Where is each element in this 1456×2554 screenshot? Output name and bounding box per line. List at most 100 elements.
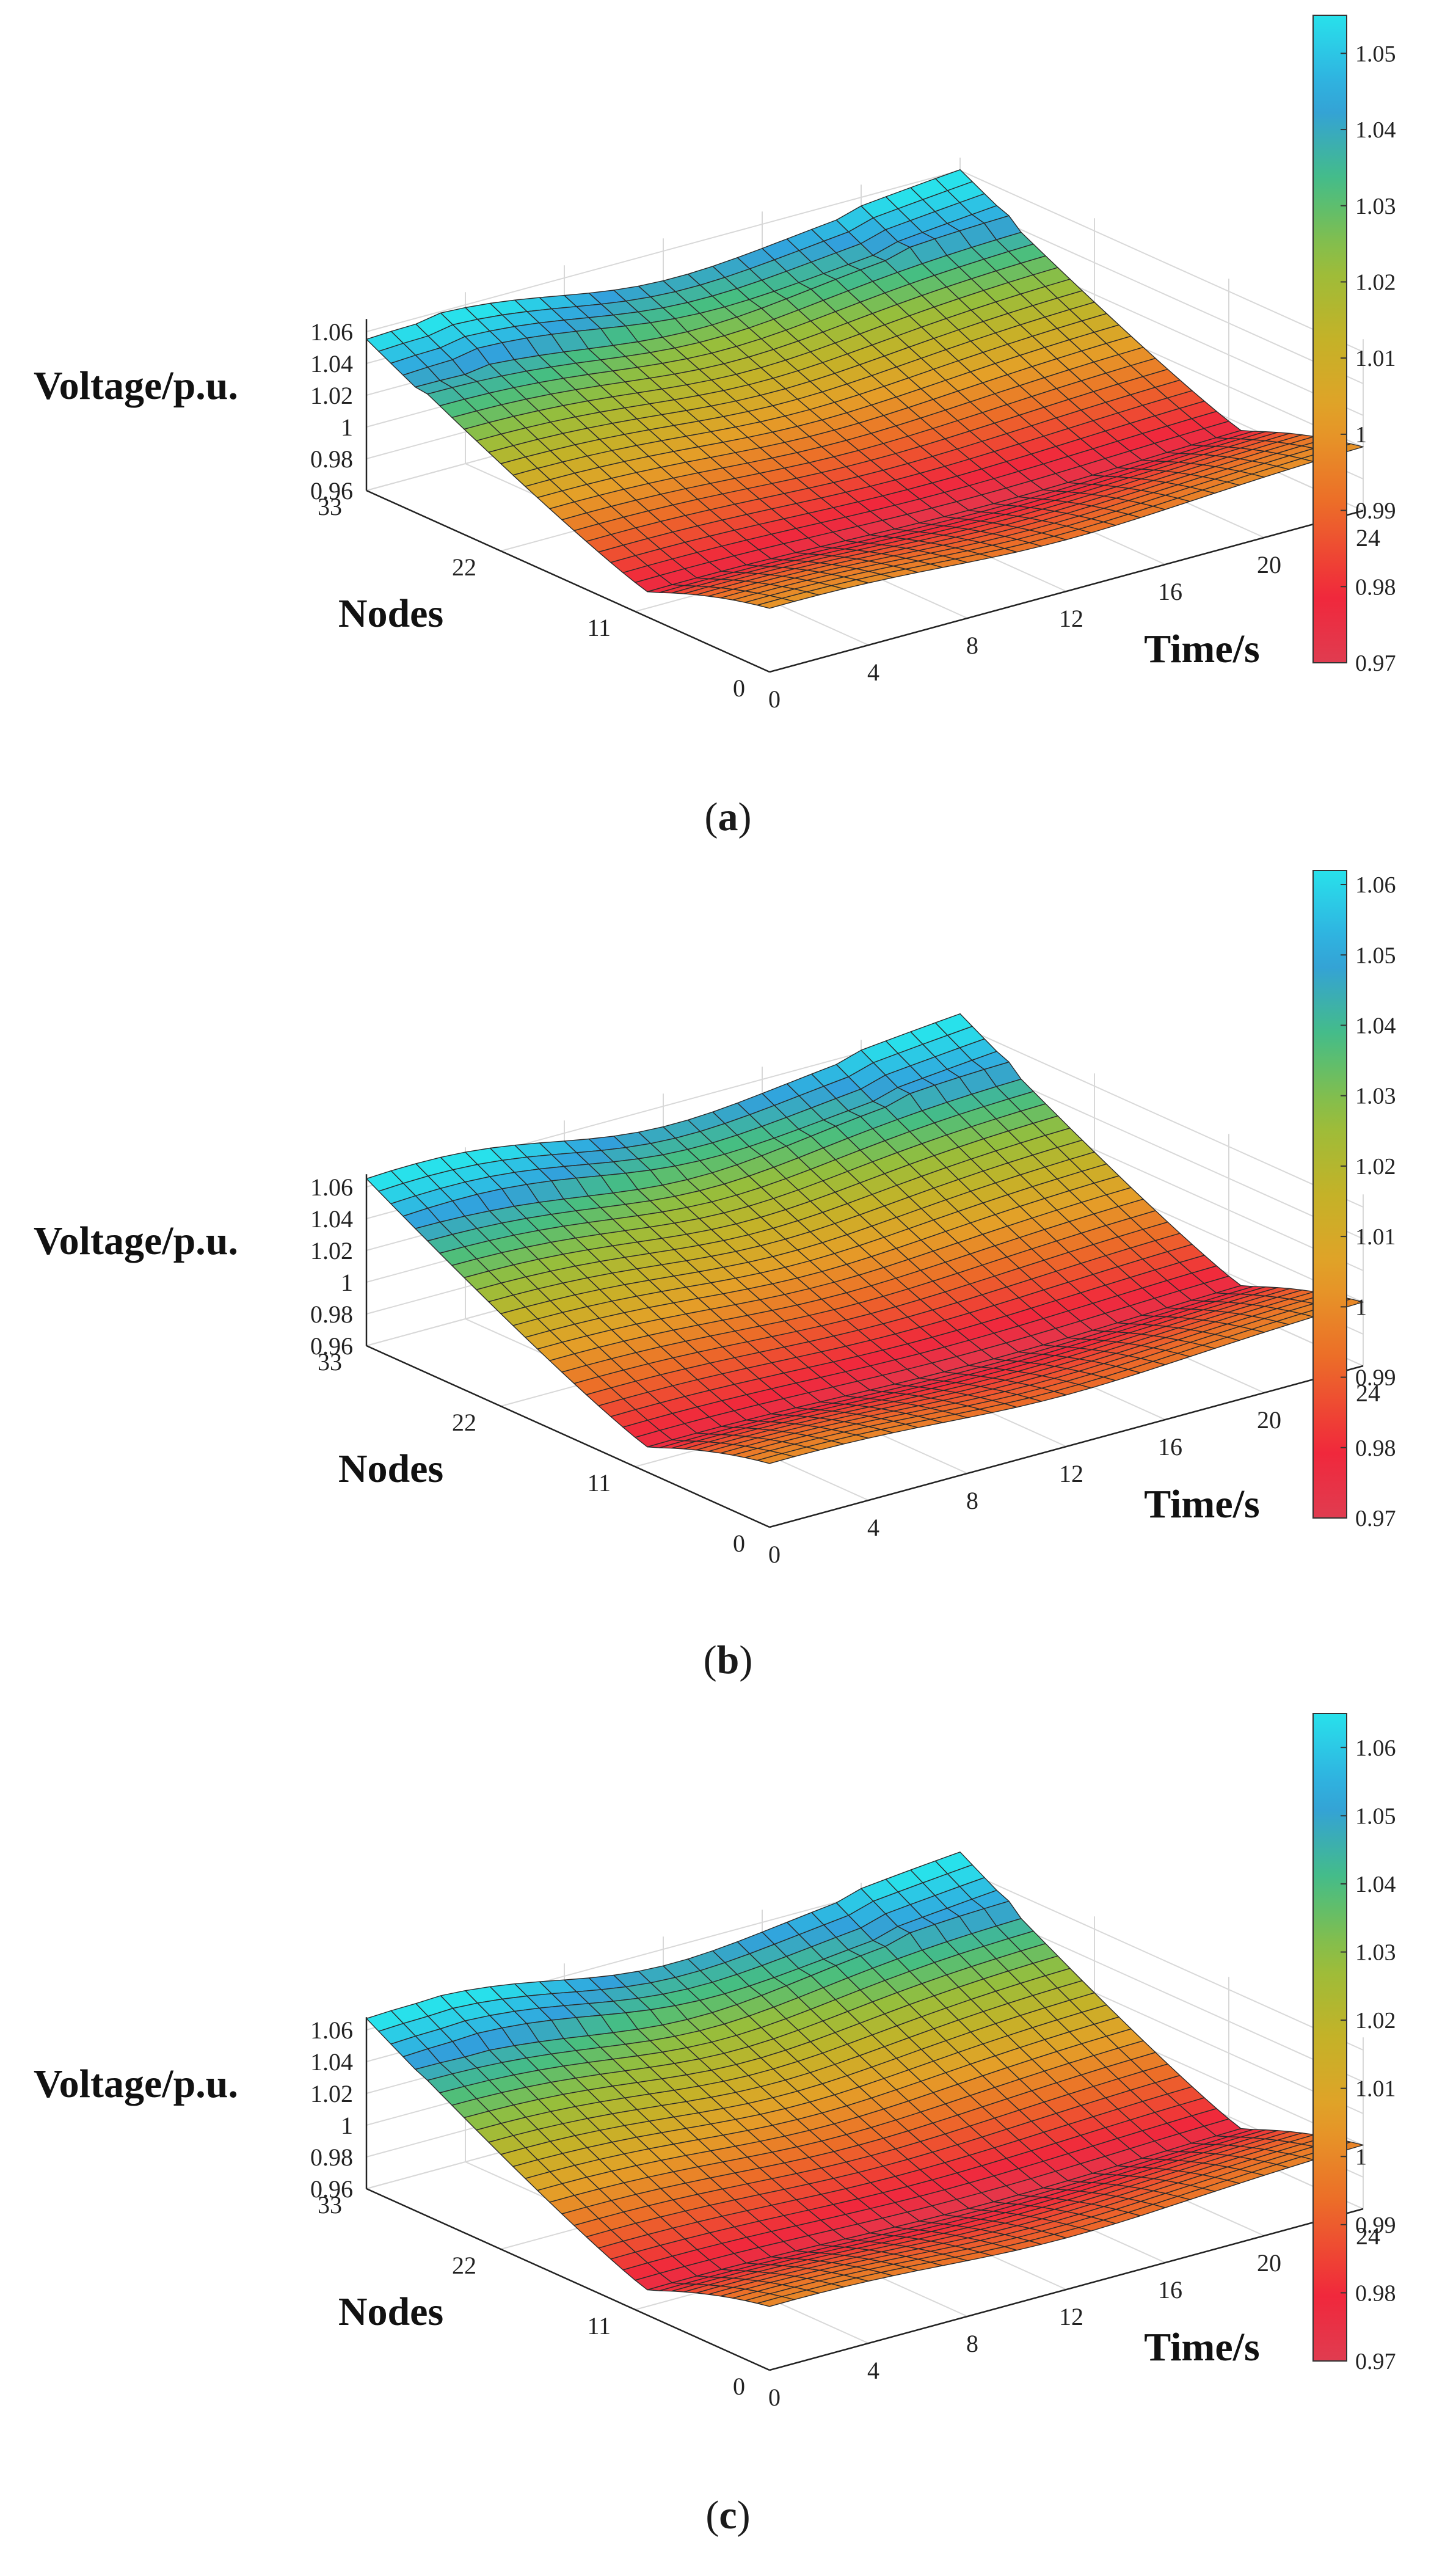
time-tick-label: 12 — [1059, 1460, 1083, 1487]
colorbar-tick-label: 1.02 — [1355, 1154, 1396, 1180]
axes — [365, 1174, 1364, 1528]
node-tick-label: 22 — [452, 553, 476, 581]
grid-line — [959, 170, 1364, 352]
time-tick-label: 12 — [1059, 2303, 1083, 2330]
node-tick-label: 11 — [587, 614, 611, 641]
colorbar-tick-label: 1 — [1355, 422, 1367, 448]
time-tick-label: 8 — [966, 2330, 978, 2357]
node-axis-label: Nodes — [338, 2289, 443, 2334]
grid-line — [959, 1868, 1364, 2051]
chart-panel-a: 0 4 8 12 16 20 24 0 11 22 33 0.96 0.98 1 1.02 1.04 1.06 V… — [0, 0, 1456, 855]
colorbar-gradient — [1312, 1713, 1347, 2362]
colorbar-tick-label: 1.05 — [1355, 41, 1396, 67]
time-axis-label: Time/s — [1144, 1482, 1259, 1527]
node-tick-label: 0 — [733, 1530, 745, 1557]
voltage-tick-label: 1.06 — [310, 318, 353, 346]
axes — [365, 2017, 1364, 2371]
plot-area: 0 4 8 12 16 20 24 0 11 22 330.96 0.98 1 1.02 1.04 1.06 V… — [34, 1852, 1380, 2411]
voltage-tick-label: 0.96 — [310, 2175, 353, 2203]
colorbar-tick-label: 1 — [1355, 2144, 1367, 2170]
voltage-tick-label: 1 — [341, 1269, 353, 1296]
time-axis-line — [769, 2208, 1364, 2371]
time-tick-label: 24 — [1356, 524, 1380, 552]
plot-area: 0 4 8 12 16 20 24 0 11 22 330.96 0.98 1 1.02 1.04 1.06 V… — [34, 1013, 1380, 1568]
colorbar-gradient — [1312, 15, 1347, 663]
voltage-tick-label: 1.04 — [310, 2048, 353, 2076]
chart-panel-b: 0 4 8 12 16 20 24 0 11 22 33 0.96 0.98 1 1.02 1.04 1.06 V… — [0, 855, 1456, 1698]
time-tick-label: 12 — [1059, 605, 1083, 632]
voltage-tick-label: 1.06 — [310, 1173, 353, 1201]
tick-labels: 0 4 8 12 16 20 24 0 11 22 330.96 0.98 1 1.02 1.04 1.06 — [310, 2016, 1380, 2411]
node-axis-line — [366, 489, 770, 673]
plot-area: 0 4 8 12 16 20 24 0 11 22 330.96 0.98 1 1.02 1.04 1.06 V… — [34, 158, 1380, 713]
voltage-surface — [366, 169, 1364, 609]
time-tick-label: 20 — [1257, 2249, 1281, 2277]
time-tick-label: 20 — [1257, 1406, 1281, 1434]
colorbar-tick-label: 1.01 — [1355, 346, 1396, 371]
colorbar-tick-label: 0.99 — [1355, 1365, 1396, 1391]
time-tick-label: 16 — [1158, 2276, 1182, 2304]
time-tick-label: 8 — [966, 1487, 978, 1514]
colorbar-tick-label: 0.99 — [1355, 498, 1396, 524]
node-axis-label: Nodes — [338, 591, 443, 636]
node-tick-label: 33 — [318, 1348, 342, 1376]
voltage-tick-label: 1.02 — [310, 2080, 353, 2107]
voltage-axis-label: Voltage/p.u. — [34, 1219, 238, 1263]
axes — [365, 319, 1364, 673]
voltage-tick-label: 1.04 — [310, 350, 353, 378]
voltage-tick-label: 0.96 — [310, 1332, 353, 1360]
grid-line — [959, 202, 1364, 384]
colorbar-tick-label: 0.97 — [1355, 1506, 1396, 1531]
time-axis-line — [769, 509, 1364, 673]
colorbar: 0.97 0.98 0.99 1 1.01 1.02 1.03 1.04 1.05 1.06 — [1312, 1713, 1396, 2374]
node-tick-label: 33 — [318, 2191, 342, 2219]
surface-chart-a: 0 4 8 12 16 20 24 0 11 22 330.96 0.98 1 1.02 1.04 1.06 V… — [34, 15, 1396, 713]
colorbar-tick-label: 1.03 — [1355, 1084, 1396, 1109]
time-tick-label: 4 — [867, 659, 879, 686]
voltage-surface — [366, 1013, 1364, 1464]
time-axis-label: Time/s — [1144, 2325, 1259, 2370]
tick-labels: 0 4 8 12 16 20 24 0 11 22 330.96 0.98 1 1.02 1.04 1.06 — [310, 1173, 1380, 1568]
colorbar-tick-label: 1.03 — [1355, 194, 1396, 219]
node-axis-label: Nodes — [338, 1447, 443, 1491]
node-tick-label: 33 — [318, 493, 342, 520]
surface-chart-b: 0 4 8 12 16 20 24 0 11 22 330.96 0.98 1 1.02 1.04 1.06 V… — [34, 870, 1396, 1568]
surface-chart-c: 0 4 8 12 16 20 24 0 11 22 330.96 0.98 1 1.02 1.04 1.06 V… — [34, 1713, 1396, 2411]
time-tick-label: 0 — [768, 1541, 781, 1568]
time-tick-label: 8 — [966, 632, 978, 659]
grid-line — [366, 170, 961, 332]
node-axis-line — [366, 2187, 770, 2371]
colorbar-tick-label: 1.02 — [1355, 2008, 1396, 2034]
time-tick-label: 0 — [768, 2384, 781, 2411]
node-axis-line — [366, 1344, 770, 1528]
colorbar-tick-label: 1.02 — [1355, 269, 1396, 295]
voltage-tick-label: 1 — [341, 2112, 353, 2139]
colorbar-tick-label: 1.01 — [1355, 1224, 1396, 1250]
caption-c: (c) — [705, 2493, 751, 2538]
voltage-tick-label: 1.02 — [310, 1237, 353, 1264]
time-tick-label: 4 — [867, 2357, 879, 2384]
colorbar-tick-label: 1.06 — [1355, 1735, 1396, 1761]
node-tick-label: 0 — [733, 674, 745, 702]
colorbar-tick-label: 0.99 — [1355, 2213, 1396, 2238]
time-tick-label: 4 — [867, 1514, 879, 1541]
colorbar-gradient — [1312, 870, 1347, 1519]
voltage-tick-label: 0.98 — [310, 445, 353, 473]
time-tick-label: 16 — [1158, 578, 1182, 605]
caption-b: (b) — [703, 1638, 753, 1682]
voltage-tick-label: 0.96 — [310, 477, 353, 505]
chart-panel-c: 0 4 8 12 16 20 24 0 11 22 33 0.96 0.98 1 1.02 1.04 1.06 V… — [0, 1698, 1456, 2554]
colorbar-tick-label: 1.06 — [1355, 872, 1396, 898]
colorbar-tick-label: 0.98 — [1355, 2280, 1396, 2306]
colorbar-tick-label: 1.05 — [1355, 943, 1396, 968]
colorbar-tick-label: 0.98 — [1355, 1436, 1396, 1461]
colorbar-tick-label: 1 — [1355, 1294, 1367, 1320]
time-tick-label: 24 — [1356, 2222, 1380, 2250]
voltage-tick-label: 1 — [341, 414, 353, 441]
colorbar-tick-label: 1.03 — [1355, 1940, 1396, 1966]
voltage-surface — [366, 1852, 1364, 2307]
voltage-tick-label: 1.02 — [310, 382, 353, 409]
tick-labels: 0 4 8 12 16 20 24 0 11 22 330.96 0.98 1 1.02 1.04 1.06 — [310, 318, 1380, 713]
colorbar-tick-label: 0.98 — [1355, 574, 1396, 600]
node-tick-label: 22 — [452, 1409, 476, 1436]
